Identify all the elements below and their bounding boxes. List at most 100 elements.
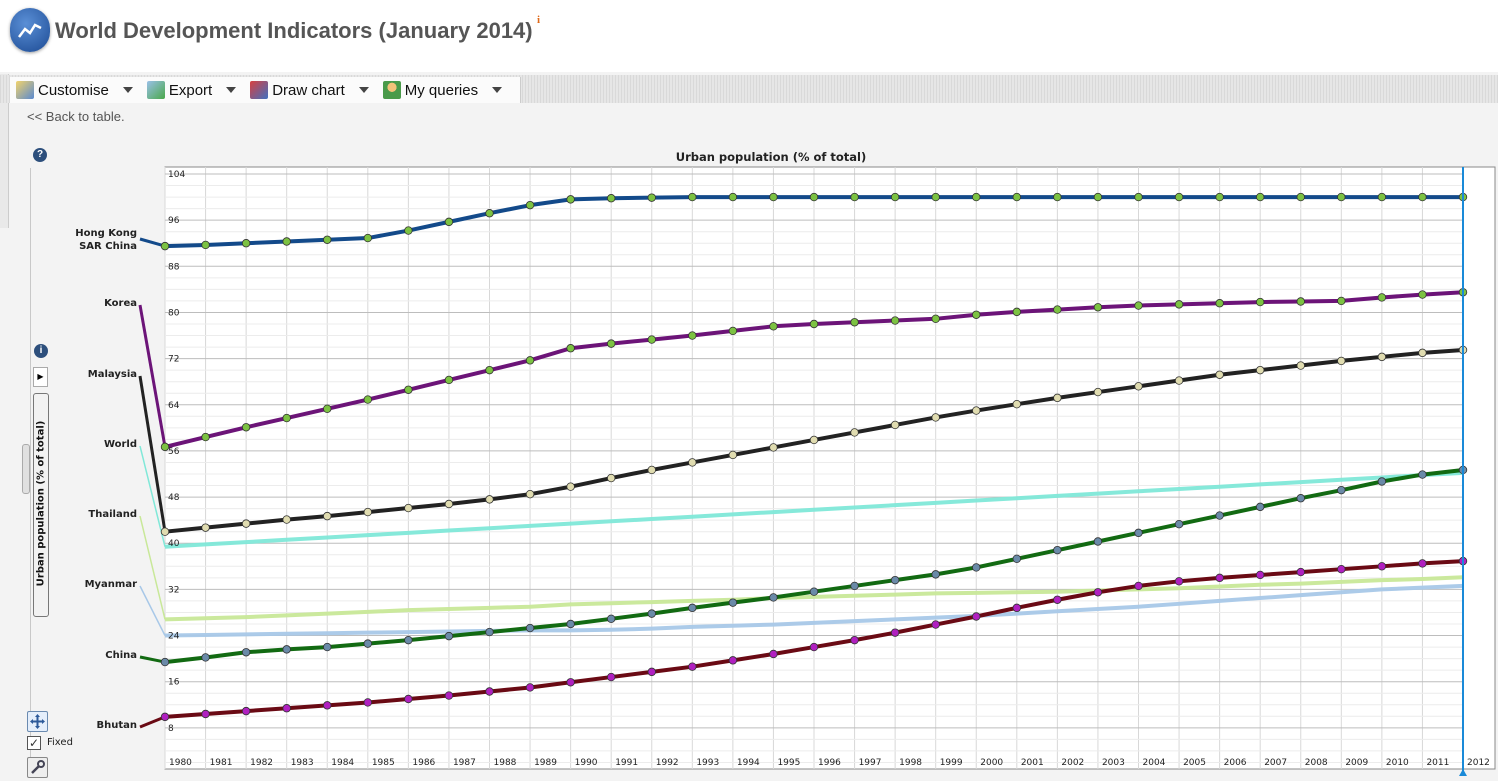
- data-point[interactable]: [769, 649, 778, 659]
- fixed-checkbox[interactable]: ✓: [27, 736, 41, 750]
- data-point[interactable]: [1012, 603, 1022, 613]
- data-point[interactable]: [931, 192, 940, 202]
- data-point[interactable]: [1215, 370, 1224, 379]
- data-point[interactable]: [444, 691, 454, 700]
- back-to-table-link[interactable]: << Back to table.: [27, 109, 125, 124]
- data-point[interactable]: [566, 195, 575, 204]
- data-point[interactable]: [241, 519, 251, 528]
- data-point[interactable]: [728, 192, 738, 202]
- data-point[interactable]: [363, 395, 373, 404]
- data-point[interactable]: [1134, 382, 1143, 391]
- data-point[interactable]: [1215, 511, 1224, 520]
- data-point[interactable]: [323, 701, 332, 710]
- data-point[interactable]: [1012, 307, 1022, 317]
- data-point[interactable]: [323, 404, 332, 414]
- data-point[interactable]: [1377, 477, 1387, 486]
- data-point[interactable]: [647, 465, 656, 475]
- data-point[interactable]: [525, 356, 535, 365]
- data-point[interactable]: [728, 598, 738, 607]
- data-point[interactable]: [363, 233, 373, 243]
- data-point[interactable]: [404, 694, 413, 704]
- data-point[interactable]: [566, 678, 575, 687]
- data-point[interactable]: [890, 420, 900, 430]
- customise-menu[interactable]: Customise: [10, 77, 141, 103]
- data-point[interactable]: [606, 473, 616, 483]
- data-point[interactable]: [809, 319, 819, 329]
- data-point[interactable]: [890, 575, 900, 585]
- measure-selector-tab[interactable]: Urban population (% of total): [33, 393, 49, 617]
- data-point[interactable]: [1296, 567, 1305, 577]
- data-point[interactable]: [1174, 519, 1184, 529]
- data-point[interactable]: [160, 442, 170, 452]
- data-point[interactable]: [1012, 399, 1022, 409]
- data-point[interactable]: [160, 241, 170, 251]
- my-queries-menu[interactable]: My queries: [377, 77, 510, 103]
- data-point[interactable]: [1093, 537, 1103, 546]
- help-icon[interactable]: ?: [33, 148, 47, 162]
- data-point[interactable]: [241, 239, 251, 248]
- data-point[interactable]: [1053, 545, 1062, 555]
- data-point[interactable]: [809, 192, 819, 202]
- data-point[interactable]: [972, 310, 981, 319]
- data-point[interactable]: [444, 499, 454, 509]
- data-point[interactable]: [931, 620, 940, 629]
- data-point[interactable]: [647, 335, 656, 344]
- data-point[interactable]: [688, 662, 697, 671]
- pan-icon[interactable]: [27, 711, 48, 732]
- data-point[interactable]: [1377, 562, 1387, 571]
- data-point[interactable]: [1093, 588, 1103, 597]
- data-point[interactable]: [931, 413, 940, 422]
- data-point[interactable]: [566, 482, 575, 491]
- data-point[interactable]: [1134, 301, 1143, 310]
- info-icon[interactable]: i: [537, 14, 541, 26]
- data-point[interactable]: [525, 200, 535, 210]
- data-point[interactable]: [769, 443, 778, 452]
- data-point[interactable]: [1012, 554, 1022, 564]
- data-point[interactable]: [1215, 299, 1224, 308]
- data-point[interactable]: [282, 237, 291, 246]
- data-point[interactable]: [201, 709, 210, 719]
- year-cursor[interactable]: [1459, 167, 1467, 776]
- data-point[interactable]: [363, 639, 373, 648]
- data-point[interactable]: [1418, 192, 1427, 202]
- data-point[interactable]: [1174, 376, 1184, 385]
- data-point[interactable]: [1012, 192, 1022, 202]
- data-point[interactable]: [160, 657, 170, 667]
- data-point[interactable]: [282, 704, 291, 713]
- data-point[interactable]: [282, 413, 291, 423]
- settings-icon[interactable]: [27, 757, 48, 778]
- data-point[interactable]: [1377, 192, 1387, 202]
- data-point[interactable]: [201, 523, 210, 532]
- data-point[interactable]: [606, 194, 616, 203]
- data-point[interactable]: [1337, 356, 1346, 366]
- data-point[interactable]: [1337, 485, 1346, 495]
- data-point[interactable]: [1377, 352, 1387, 362]
- data-point[interactable]: [850, 635, 859, 645]
- collapse-handle[interactable]: [22, 444, 30, 494]
- data-point[interactable]: [850, 428, 859, 437]
- data-point[interactable]: [647, 667, 656, 677]
- data-point[interactable]: [1255, 192, 1265, 202]
- data-point[interactable]: [931, 570, 940, 579]
- data-point[interactable]: [282, 645, 291, 654]
- data-point[interactable]: [485, 495, 494, 504]
- data-point[interactable]: [1296, 192, 1305, 202]
- data-point[interactable]: [1053, 393, 1062, 403]
- data-point[interactable]: [1296, 494, 1305, 503]
- data-point[interactable]: [1255, 570, 1265, 580]
- data-point[interactable]: [282, 515, 291, 524]
- data-point[interactable]: [972, 563, 981, 572]
- data-point[interactable]: [1053, 305, 1062, 314]
- data-point[interactable]: [1134, 581, 1143, 591]
- data-point[interactable]: [485, 209, 494, 218]
- data-point[interactable]: [525, 683, 535, 692]
- data-point[interactable]: [606, 614, 616, 624]
- data-point[interactable]: [728, 656, 738, 665]
- data-point[interactable]: [809, 642, 819, 652]
- data-point[interactable]: [850, 318, 859, 327]
- data-point[interactable]: [160, 527, 170, 536]
- data-point[interactable]: [688, 331, 697, 340]
- data-point[interactable]: [525, 489, 535, 499]
- data-point[interactable]: [1337, 192, 1346, 202]
- data-point[interactable]: [485, 627, 494, 637]
